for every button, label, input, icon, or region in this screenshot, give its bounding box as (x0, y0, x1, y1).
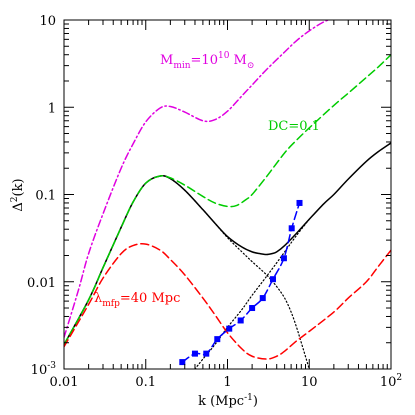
series-marker (269, 276, 276, 283)
x-axis-label-sup: -1 (244, 393, 253, 403)
annotation-lmfp: λmfp=40 Mpc (94, 291, 180, 309)
annotation-mmin-unit-sub: ⊙ (247, 61, 255, 71)
series-marker (179, 359, 186, 366)
annotation-lmfp-rest: =40 Mpc (120, 291, 180, 306)
marker-layer (179, 199, 303, 366)
y-axis-label: Δ2(k) (10, 178, 26, 211)
x-axis-label-close: ) (253, 394, 258, 409)
x-tick-label: 10 (301, 375, 318, 390)
annotation-mmin-unit: M (229, 53, 246, 68)
series-marker (203, 350, 210, 357)
series-line-lmfp (64, 243, 391, 360)
series-marker (226, 325, 233, 332)
series-line-points (181, 202, 301, 363)
series-line-mmin (64, 20, 331, 339)
plot-frame (63, 19, 392, 370)
series-marker (249, 305, 256, 312)
y-axis-label-tail: (k) (11, 178, 26, 196)
series-marker (237, 317, 244, 324)
y-axis-label-sup: 2 (10, 196, 20, 202)
y-tick-label: 0.01 (27, 276, 56, 291)
x-tick-label: 1 (223, 375, 231, 390)
series-line-dotted-2 (194, 218, 310, 369)
y-tick-label: 1 (48, 101, 56, 116)
annotation-mmin: Mmin=1010 M⊙ (160, 51, 254, 71)
y-tick-label: 10 (39, 14, 56, 29)
annotation-mmin-rest: =10 (191, 53, 218, 68)
x-tick-label: 102 (380, 373, 402, 390)
series-marker (288, 225, 295, 232)
x-axis-label: k (Mpc-1) (198, 393, 258, 409)
y-tick-label: 0.1 (35, 189, 56, 204)
x-tick-label: 0.1 (135, 375, 156, 390)
annotation-mmin-sub: min (173, 61, 190, 71)
series-marker (259, 295, 266, 302)
x-tick-label: 0.01 (50, 375, 79, 390)
y-tick-label: 10-3 (31, 361, 57, 378)
annotation-lmfp-sub: mfp (102, 299, 120, 309)
series-marker (191, 350, 198, 357)
series-marker (280, 255, 287, 262)
series-layer (64, 20, 391, 369)
annotation-mmin-sup: 10 (218, 51, 230, 61)
series-marker (296, 199, 303, 206)
annotation-dc: DC=0.1 (268, 119, 320, 134)
series-line-dc (64, 53, 391, 346)
series-marker (214, 336, 221, 343)
